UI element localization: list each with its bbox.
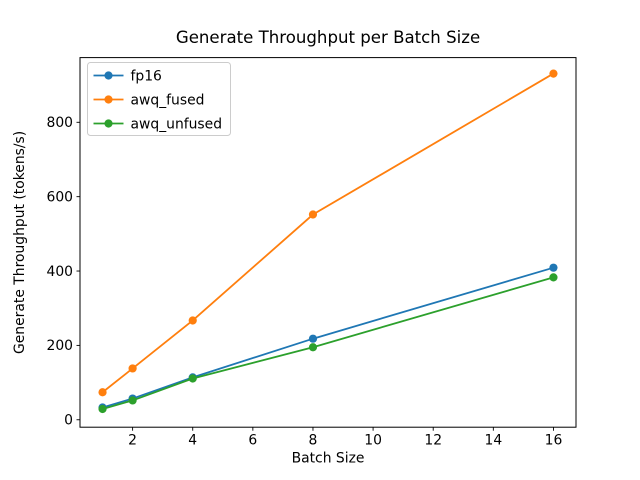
- legend-box: [87, 62, 231, 136]
- data-point-fp16: [308, 334, 318, 343]
- data-point-awq_unfused: [549, 273, 558, 282]
- x-tick-label: 14: [484, 433, 502, 449]
- x-tick-label: 6: [248, 433, 257, 449]
- data-point-awq_fused: [98, 388, 107, 397]
- y-tick-label: 600: [46, 189, 73, 205]
- data-point-awq_unfused: [98, 404, 107, 414]
- legend: fp16 awq_fused awq_unfused: [87, 62, 231, 136]
- data-point-awq_unfused: [128, 396, 137, 405]
- legend-label-awq_fused: awq_fused: [131, 93, 205, 109]
- tick-layer: 2 4 6 8 10 12 14 16 0 200 400 600 800: [46, 115, 562, 449]
- x-axis-label: Batch Size: [292, 451, 365, 467]
- y-tick-label: 0: [64, 413, 73, 429]
- data-point-fp16: [549, 263, 558, 272]
- y-tick-label: 400: [46, 264, 73, 280]
- data-point-awq_fused: [128, 364, 137, 373]
- x-tick-label: 4: [188, 433, 197, 449]
- x-tick-label: 8: [309, 433, 318, 449]
- legend-marker-fp16: [104, 71, 113, 80]
- legend-marker-awq_unfused: [104, 119, 113, 128]
- data-point-awq_fused: [188, 316, 197, 325]
- data-point-awq_unfused: [188, 374, 197, 383]
- x-tick-label: 12: [424, 433, 442, 449]
- data-point-awq_fused: [308, 210, 318, 219]
- legend-label-awq_unfused: awq_unfused: [131, 117, 223, 133]
- series-layer: [98, 69, 558, 414]
- y-tick-label: 200: [46, 338, 73, 354]
- x-tick-label: 2: [128, 433, 137, 449]
- data-point-awq_fused: [549, 69, 558, 78]
- chart-title: Generate Throughput per Batch Size: [176, 28, 480, 47]
- y-axis-label: Generate Throughput (tokens/s): [12, 131, 28, 354]
- legend-marker-awq_fused: [104, 95, 113, 104]
- y-tick-label: 800: [46, 115, 73, 131]
- legend-label-fp16: fp16: [131, 69, 162, 85]
- x-tick-label: 10: [364, 433, 382, 449]
- x-tick-label: 16: [545, 433, 563, 449]
- data-point-awq_unfused: [308, 343, 318, 352]
